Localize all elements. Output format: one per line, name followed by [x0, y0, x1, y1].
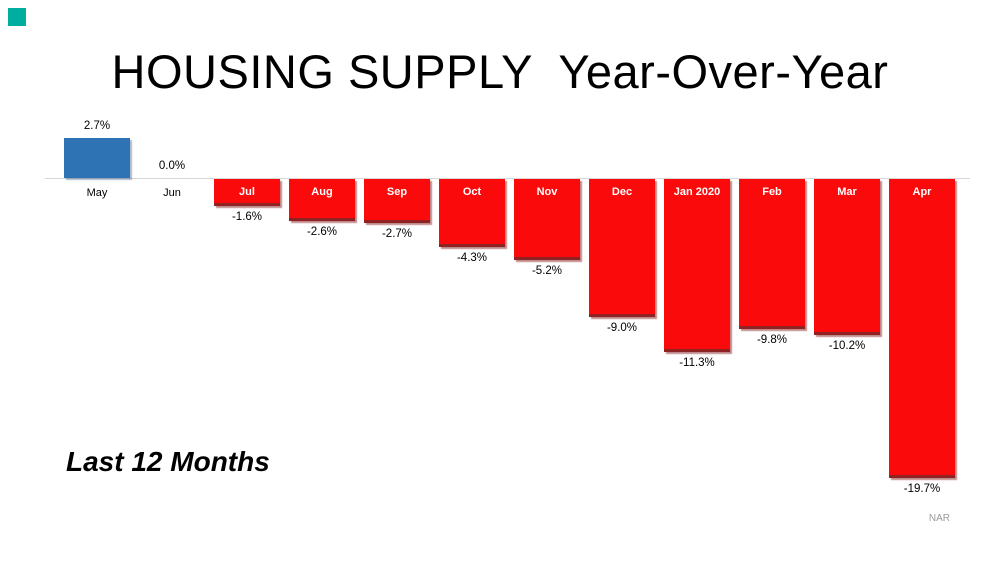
bar-jul: [214, 179, 280, 206]
month-label-aug: Aug: [311, 186, 333, 198]
source-label: NAR: [928, 513, 950, 524]
value-label-mar: -10.2%: [828, 340, 866, 352]
x-axis-line: [45, 178, 970, 179]
month-label-nov: Nov: [536, 186, 558, 198]
month-label-mar: Mar: [837, 186, 857, 198]
value-label-jun: 0.0%: [158, 160, 186, 172]
last-12-months-label: Last 12 Months: [66, 446, 270, 477]
value-label-jan-2020: -11.3%: [679, 356, 715, 369]
bar-feb: [739, 179, 805, 329]
value-label-dec: -9.0%: [606, 322, 638, 334]
bar-may: [64, 137, 130, 178]
bar-jan-2020: [664, 179, 730, 352]
month-label-jan-2020: Jan 2020: [673, 186, 721, 198]
bar-oct: [439, 179, 505, 247]
chart: May 2.7% Jun 0.0% Jul -1.6% Aug -2.6% Sep -2.7% Oc…: [45, 100, 970, 540]
value-label-apr: -19.7%: [903, 482, 941, 495]
month-label-jun: Jun: [163, 187, 181, 199]
month-label-jul: Jul: [239, 186, 255, 198]
bar-mar: [814, 179, 880, 335]
bar-sep: [364, 179, 430, 223]
month-label-apr: Apr: [912, 186, 932, 198]
value-label-feb: -9.8%: [756, 334, 788, 346]
value-label-nov: -5.2%: [531, 265, 563, 277]
bar-apr: [889, 179, 955, 478]
value-label-aug: -2.6%: [306, 226, 338, 238]
bar-dec: [589, 179, 655, 317]
month-label-oct: Oct: [462, 186, 482, 198]
value-label-sep: -2.7%: [381, 227, 413, 240]
month-label-may: May: [86, 187, 108, 199]
corner-accent-square: [8, 8, 26, 26]
value-label-jul: -1.6%: [231, 211, 263, 223]
bar-aug: [289, 179, 355, 221]
month-label-sep: Sep: [386, 186, 408, 198]
value-label-may: 2.7%: [83, 119, 111, 132]
value-label-oct: -4.3%: [456, 251, 488, 264]
month-label-feb: Feb: [762, 186, 782, 198]
bar-nov: [514, 179, 580, 260]
chart-title: HOUSING SUPPLY Year-Over-Year: [111, 45, 889, 98]
month-label-dec: Dec: [611, 186, 633, 198]
